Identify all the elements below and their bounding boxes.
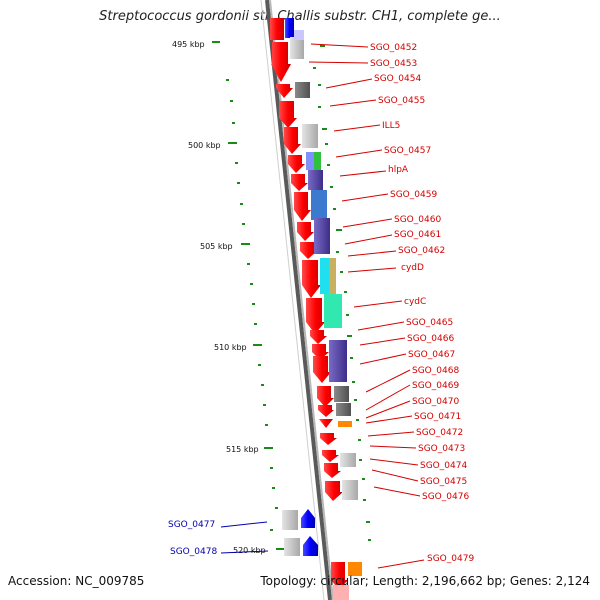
gene-label[interactable]: SGO_0455 — [378, 96, 425, 106]
topology-label: Topology: circular; Length: 2,196,662 bp… — [260, 574, 590, 588]
gene-label[interactable]: SGO_0467 — [408, 350, 455, 360]
gene-cydD[interactable] — [302, 260, 321, 298]
gene-label[interactable]: SGO_0479 — [427, 554, 474, 564]
gene-label[interactable]: SGO_0472 — [416, 428, 463, 438]
gene-0469[interactable] — [318, 405, 334, 417]
gene-0462[interactable] — [300, 242, 317, 259]
gene-0477[interactable] — [301, 509, 315, 528]
kbp-tick-label: 495 kbp — [172, 40, 205, 49]
gene-label[interactable]: SGO_0459 — [390, 190, 437, 200]
gene-label[interactable]: SGO_0475 — [420, 477, 467, 487]
gene-0457[interactable] — [288, 155, 305, 173]
gene-0472[interactable] — [320, 433, 337, 445]
gene-0453[interactable] — [271, 42, 291, 82]
gene-label[interactable]: SGO_0469 — [412, 381, 459, 391]
label-leaders-right — [308, 43, 425, 569]
gene-0460[interactable] — [297, 222, 314, 241]
gene-cydC[interactable] — [306, 298, 325, 334]
kbp-tick-label: 510 kbp — [214, 343, 247, 352]
accession-label: Accession: NC_009785 — [8, 574, 145, 588]
gene-0452[interactable] — [270, 18, 284, 40]
gene-label[interactable]: ILL5 — [382, 121, 400, 131]
gene-0474[interactable] — [324, 463, 341, 478]
gene-0470[interactable] — [319, 419, 333, 428]
gene-0467[interactable] — [313, 356, 331, 383]
gene-label[interactable]: SGO_0471 — [414, 412, 461, 422]
gene-label[interactable]: SGO_0462 — [398, 246, 445, 256]
gene-0465[interactable] — [310, 330, 327, 344]
reverse-gene-track[interactable] — [285, 18, 318, 556]
genome-backbone — [260, 0, 334, 600]
gene-0455[interactable] — [279, 101, 297, 128]
gene-0454[interactable] — [276, 84, 293, 98]
gene-labels-right[interactable]: SGO_0452 SGO_0453 SGO_0454 SGO_0455 ILL5… — [370, 43, 474, 564]
gc-content-track — [212, 41, 371, 550]
gene-hlpA[interactable] — [291, 174, 308, 191]
forward-gene-track[interactable] — [270, 18, 348, 590]
kbp-tick-label: 505 kbp — [200, 242, 233, 251]
gene-label[interactable]: SGO_0457 — [384, 146, 431, 156]
gene-label[interactable]: SGO_0478 — [170, 547, 217, 557]
gene-label[interactable]: cydC — [404, 297, 426, 307]
gene-label[interactable]: SGO_0466 — [407, 334, 454, 344]
gene-label[interactable]: SGO_0474 — [420, 461, 467, 471]
gene-0476[interactable] — [325, 481, 343, 501]
label-leaders-left — [220, 521, 269, 554]
gene-label[interactable]: SGO_0468 — [412, 366, 459, 376]
map-title: Streptococcus gordonii str. Challis subs… — [99, 9, 501, 24]
gene-0479[interactable] — [331, 562, 348, 590]
gene-ILL5[interactable] — [284, 127, 301, 154]
gene-0452-rev[interactable] — [285, 18, 294, 38]
kbp-scale: 495 kbp 500 kbp 505 kbp 510 kbp 515 kbp … — [172, 40, 266, 555]
gene-label[interactable]: SGO_0473 — [418, 444, 465, 454]
gene-label[interactable]: cydD — [401, 263, 424, 273]
kbp-tick-label: 515 kbp — [226, 445, 259, 454]
gene-labels-left[interactable]: SGO_0477 SGO_0478 — [168, 520, 217, 557]
gene-label[interactable]: SGO_0476 — [422, 492, 469, 502]
gene-label[interactable]: SGO_0454 — [374, 74, 421, 84]
gene-label[interactable]: SGO_0453 — [370, 59, 417, 69]
gene-label[interactable]: hlpA — [388, 165, 409, 175]
gene-label[interactable]: SGO_0460 — [394, 215, 441, 225]
gene-label[interactable]: SGO_0461 — [394, 230, 441, 240]
gene-0468[interactable] — [317, 386, 334, 407]
gene-0473[interactable] — [322, 450, 339, 462]
gene-label[interactable]: SGO_0452 — [370, 43, 417, 53]
kbp-tick-label: 520 kbp — [233, 546, 266, 555]
gene-0459[interactable] — [294, 192, 311, 221]
gene-0478[interactable] — [303, 536, 318, 556]
gene-label[interactable]: SGO_0470 — [412, 397, 459, 407]
gene-label[interactable]: SGO_0477 — [168, 520, 215, 530]
kbp-tick-label: 500 kbp — [188, 141, 221, 150]
feature-track — [282, 30, 362, 600]
gene-label[interactable]: SGO_0465 — [406, 318, 453, 328]
